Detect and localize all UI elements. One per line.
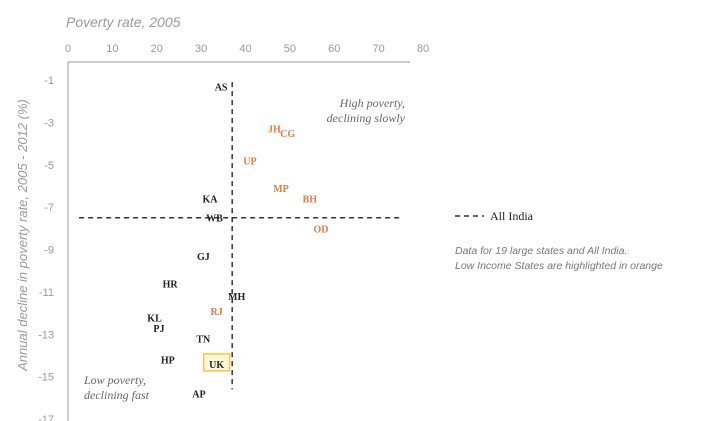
data-point-mh: MH	[228, 292, 245, 303]
data-point-up: UP	[243, 157, 256, 168]
data-point-kl: KL	[147, 313, 162, 324]
data-point-cg: CG	[280, 129, 295, 140]
x-tick-label: 50	[284, 43, 296, 55]
annotation-high-poverty: High poverty,	[339, 96, 405, 110]
x-tick-label: 70	[373, 43, 385, 55]
data-point-jh: JH	[268, 125, 281, 136]
y-tick-label: -1	[44, 75, 54, 87]
y-axis-label: Annual decline in poverty rate, 2005 - 2…	[15, 99, 30, 372]
data-point-as: AS	[215, 82, 228, 93]
x-tick-group: 0 10 20 30 40 50 60 70 80	[65, 43, 429, 55]
point-highlight-box	[202, 353, 231, 372]
y-tick-label: -9	[44, 245, 54, 257]
x-tick-label: 20	[151, 43, 163, 55]
data-point-ka: KA	[203, 195, 219, 206]
x-tick-label: 80	[417, 43, 429, 55]
annotation-declining-fast: declining fast	[84, 388, 150, 402]
x-tick-label: 0	[65, 43, 71, 55]
y-tick-group: -1 -3 -5 -7 -9 -11 -13 -15 -17	[38, 75, 54, 421]
legend-all-india-label: All India	[490, 209, 534, 223]
data-point-hp: HP	[161, 356, 175, 367]
data-point-od: OD	[313, 224, 328, 235]
x-axis-label: Poverty rate, 2005	[66, 14, 181, 30]
data-point-mp: MP	[273, 184, 289, 195]
y-tick-label: -13	[38, 329, 54, 341]
data-point-uk: UK	[209, 360, 224, 371]
data-point-wb: WB	[206, 214, 223, 225]
y-tick-label: -17	[38, 414, 54, 421]
y-tick-label: -11	[39, 287, 54, 299]
note-line-1: Data for 19 large states and All India.	[455, 245, 627, 257]
y-tick-label: -5	[44, 160, 54, 172]
y-tick-label: -15	[38, 372, 54, 384]
data-point-gj: GJ	[197, 252, 210, 263]
x-tick-label: 30	[195, 43, 207, 55]
data-point-bh: BH	[303, 195, 318, 206]
x-tick-label: 10	[106, 43, 118, 55]
x-tick-label: 40	[239, 43, 251, 55]
annotation-declining-slowly: declining slowly	[327, 111, 406, 125]
data-point-hr: HR	[163, 279, 179, 290]
note-line-2: Low Income States are highlighted in ora…	[455, 260, 663, 272]
data-point-tn: TN	[196, 334, 211, 345]
data-point-rj: RJ	[211, 307, 223, 318]
data-point-ap: AP	[192, 390, 205, 401]
y-tick-label: -7	[44, 202, 54, 214]
x-tick-label: 60	[328, 43, 340, 55]
data-point-pj: PJ	[153, 324, 164, 335]
y-tick-label: -3	[44, 117, 54, 129]
annotation-low-poverty: Low poverty,	[83, 373, 146, 387]
